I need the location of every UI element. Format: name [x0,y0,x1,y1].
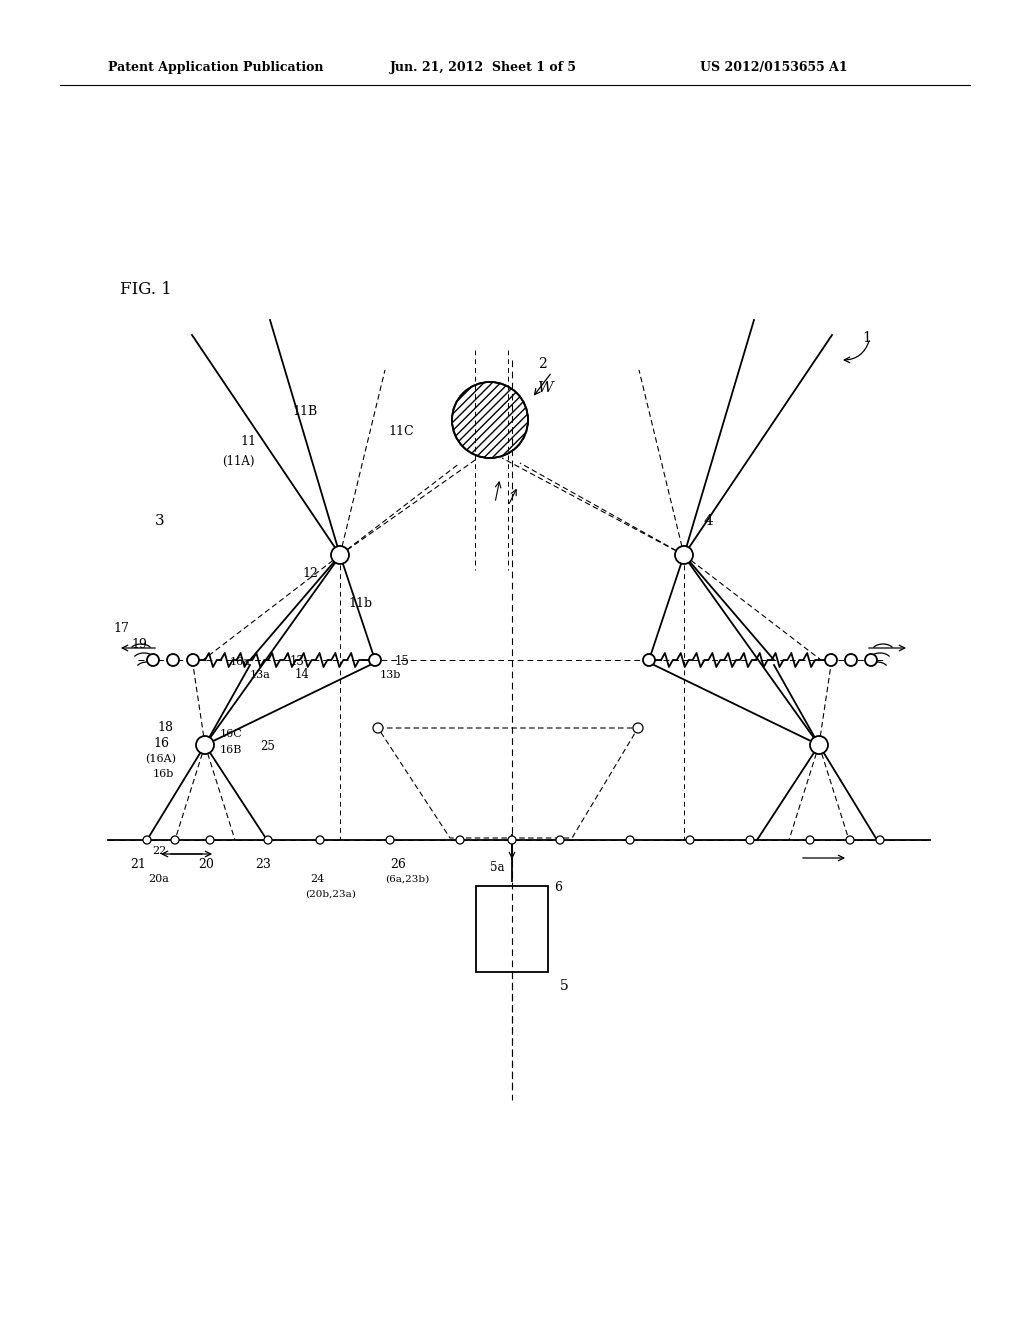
Circle shape [846,836,854,843]
Text: 19: 19 [131,638,146,651]
Circle shape [373,723,383,733]
Circle shape [865,653,877,667]
Circle shape [806,836,814,843]
Circle shape [206,836,214,843]
Text: W: W [538,381,554,395]
Text: 13: 13 [290,655,305,668]
Circle shape [675,546,693,564]
Circle shape [386,836,394,843]
Text: 11B: 11B [292,405,317,418]
Text: 22: 22 [152,846,166,855]
Circle shape [171,836,179,843]
Text: 13a: 13a [250,671,271,680]
Circle shape [143,836,151,843]
Circle shape [825,653,837,667]
Text: 14: 14 [295,668,310,681]
Circle shape [556,836,564,843]
Circle shape [331,546,349,564]
Text: 23: 23 [255,858,271,871]
Circle shape [316,836,324,843]
Text: 1: 1 [862,331,870,345]
Text: (16A): (16A) [145,754,176,764]
Text: FIG. 1: FIG. 1 [120,281,172,298]
Text: Patent Application Publication: Patent Application Publication [108,62,324,74]
Text: (20b,23a): (20b,23a) [305,890,356,899]
Text: 21: 21 [130,858,145,871]
Text: 26: 26 [390,858,406,871]
Text: 16C: 16C [220,729,243,739]
Text: 16b: 16b [153,770,174,779]
Text: Jun. 21, 2012  Sheet 1 of 5: Jun. 21, 2012 Sheet 1 of 5 [390,62,577,74]
Text: 5a: 5a [490,861,505,874]
Text: 11C: 11C [388,425,414,438]
Text: 18: 18 [157,721,173,734]
Circle shape [810,737,828,754]
Text: 13b: 13b [380,671,401,680]
Text: 6: 6 [554,880,562,894]
Circle shape [876,836,884,843]
Text: 3: 3 [155,513,165,528]
Text: 17: 17 [113,622,129,635]
Circle shape [369,653,381,667]
Text: 20: 20 [198,858,214,871]
Text: 11b: 11b [348,597,372,610]
Text: 16B: 16B [220,744,243,755]
Text: 5: 5 [560,979,568,993]
Circle shape [167,653,179,667]
Text: 11: 11 [240,436,256,447]
Circle shape [508,836,516,843]
Circle shape [746,836,754,843]
Circle shape [686,836,694,843]
Text: 4: 4 [705,513,714,528]
Text: 15: 15 [395,655,410,668]
Circle shape [264,836,272,843]
Text: 2: 2 [538,356,547,371]
Circle shape [845,653,857,667]
Circle shape [187,653,199,667]
Text: (11A): (11A) [222,455,255,469]
Text: 16: 16 [153,737,169,750]
Circle shape [643,653,655,667]
Circle shape [456,836,464,843]
Bar [476,886,548,972]
Circle shape [633,723,643,733]
Text: 16a: 16a [230,657,251,667]
Circle shape [626,836,634,843]
Circle shape [196,737,214,754]
Text: 24: 24 [310,874,325,884]
Text: (6a,23b): (6a,23b) [385,875,429,884]
Text: US 2012/0153655 A1: US 2012/0153655 A1 [700,62,848,74]
Text: 20a: 20a [148,874,169,884]
Text: 12: 12 [302,568,317,579]
Circle shape [147,653,159,667]
Text: 25: 25 [260,741,274,752]
